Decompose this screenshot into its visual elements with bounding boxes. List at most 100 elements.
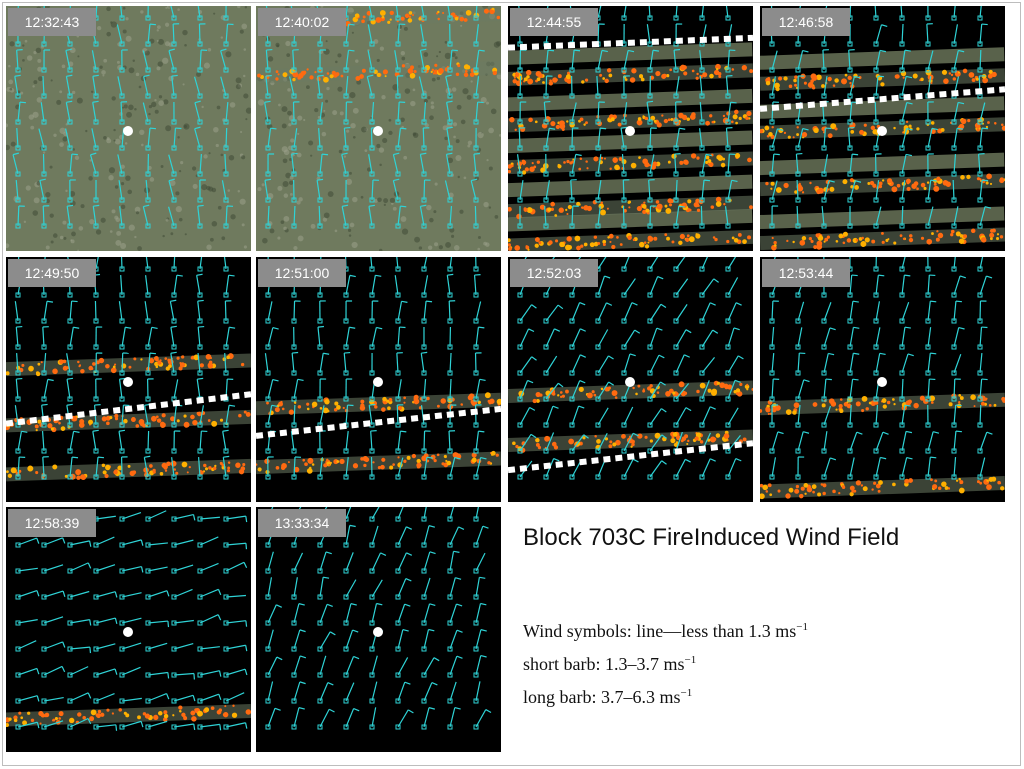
fire-pixel bbox=[733, 109, 739, 115]
wind-shaft bbox=[449, 206, 453, 227]
vegetation-speckle bbox=[346, 129, 350, 133]
wind-vector bbox=[821, 352, 835, 376]
wind-shaft bbox=[173, 379, 179, 400]
wind-shaft bbox=[979, 180, 983, 201]
fire-pixel bbox=[990, 228, 994, 233]
wind-vector bbox=[569, 328, 586, 350]
station-marker bbox=[395, 516, 401, 522]
vegetation-speckle bbox=[103, 135, 107, 140]
fire-pixel bbox=[685, 237, 690, 242]
wind-shaft bbox=[423, 525, 430, 546]
wind-vector bbox=[197, 6, 203, 21]
wind-shaft bbox=[95, 6, 98, 19]
wind-vector bbox=[41, 616, 64, 626]
wind-vector bbox=[395, 457, 404, 480]
wind-vector bbox=[93, 179, 99, 203]
vegetation-speckle bbox=[335, 60, 338, 64]
wind-vector bbox=[317, 603, 333, 626]
station-marker bbox=[543, 318, 549, 324]
wind-vector bbox=[569, 153, 582, 177]
vegetation-speckle bbox=[306, 85, 310, 90]
wind-vector bbox=[447, 49, 458, 73]
fire-pixel bbox=[257, 73, 262, 78]
station-marker bbox=[317, 646, 323, 652]
fire-pixel bbox=[548, 240, 553, 245]
fire-pixel bbox=[989, 232, 995, 238]
wind-barb bbox=[114, 668, 118, 675]
fire-pixel bbox=[613, 160, 617, 163]
station-marker bbox=[395, 594, 401, 600]
fire-pixel bbox=[392, 463, 395, 466]
wind-shaft bbox=[199, 723, 220, 728]
wind-shaft bbox=[475, 603, 482, 624]
vegetation-speckle bbox=[148, 112, 151, 116]
fire-pixel bbox=[396, 20, 399, 23]
wind-barb bbox=[264, 178, 272, 181]
vegetation-speckle bbox=[132, 59, 135, 62]
wind-barb bbox=[530, 433, 537, 439]
wind-shaft bbox=[345, 327, 350, 348]
vegetation-speckle bbox=[325, 99, 329, 103]
fire-pixel bbox=[455, 72, 460, 77]
wind-vector bbox=[795, 301, 805, 324]
fire-pixel bbox=[238, 413, 242, 418]
wind-vector bbox=[15, 695, 40, 704]
wind-barb bbox=[170, 351, 177, 354]
vegetation-speckle bbox=[404, 88, 411, 94]
vegetation-speckle bbox=[436, 55, 439, 58]
vegetation-speckle bbox=[488, 127, 494, 134]
wind-shaft bbox=[725, 76, 729, 97]
vegetation-speckle bbox=[169, 179, 176, 186]
fire-pixel bbox=[678, 112, 684, 119]
fire-pixel bbox=[765, 407, 771, 413]
fire-pixel bbox=[532, 398, 537, 404]
wind-vector bbox=[67, 540, 92, 548]
wind-shaft bbox=[397, 657, 409, 676]
wind-barb bbox=[327, 682, 334, 686]
wind-shaft bbox=[43, 696, 64, 702]
wind-vector bbox=[15, 430, 28, 454]
wind-shaft bbox=[345, 76, 349, 97]
station-marker bbox=[517, 474, 523, 480]
station-marker bbox=[647, 266, 653, 272]
fire-pixel bbox=[832, 84, 836, 87]
fire-pixel bbox=[707, 163, 710, 166]
fire-pixel bbox=[742, 437, 747, 442]
wind-shaft bbox=[953, 457, 957, 478]
fire-pixel bbox=[919, 79, 922, 82]
wind-shaft bbox=[397, 578, 407, 598]
wind-vector bbox=[317, 631, 336, 652]
wind-shaft bbox=[823, 353, 829, 374]
wind-vector bbox=[725, 355, 744, 376]
vegetation-speckle bbox=[239, 130, 243, 134]
fire-pixel bbox=[656, 122, 662, 128]
fire-pixel bbox=[612, 157, 618, 163]
wind-barb bbox=[149, 352, 157, 355]
fire-pixel bbox=[186, 471, 189, 474]
wind-vector bbox=[899, 23, 905, 47]
wind-vector bbox=[647, 434, 667, 454]
fire-pixel bbox=[307, 457, 314, 464]
fire-pixel bbox=[873, 481, 877, 485]
fire-pixel bbox=[609, 440, 613, 444]
fire-pixel bbox=[824, 237, 829, 242]
station-marker bbox=[569, 474, 575, 480]
fire-pixel bbox=[861, 395, 868, 402]
wind-barb bbox=[67, 204, 74, 207]
vegetation-speckle bbox=[427, 245, 433, 250]
wind-barb bbox=[193, 723, 196, 731]
vegetation-speckle bbox=[122, 29, 127, 34]
wind-vector bbox=[725, 302, 742, 324]
wind-vector bbox=[725, 257, 737, 272]
vegetation-speckle bbox=[477, 131, 484, 139]
fire-pixel bbox=[275, 465, 280, 470]
fire-front-line bbox=[760, 86, 1005, 112]
fire-pixel bbox=[127, 464, 131, 468]
vegetation-speckle bbox=[356, 79, 362, 85]
wind-vector bbox=[647, 275, 664, 298]
wind-vector bbox=[395, 6, 401, 21]
wind-shaft bbox=[673, 50, 677, 71]
station-marker bbox=[873, 448, 879, 454]
wind-vector bbox=[265, 629, 274, 652]
wind-vector bbox=[343, 682, 355, 704]
